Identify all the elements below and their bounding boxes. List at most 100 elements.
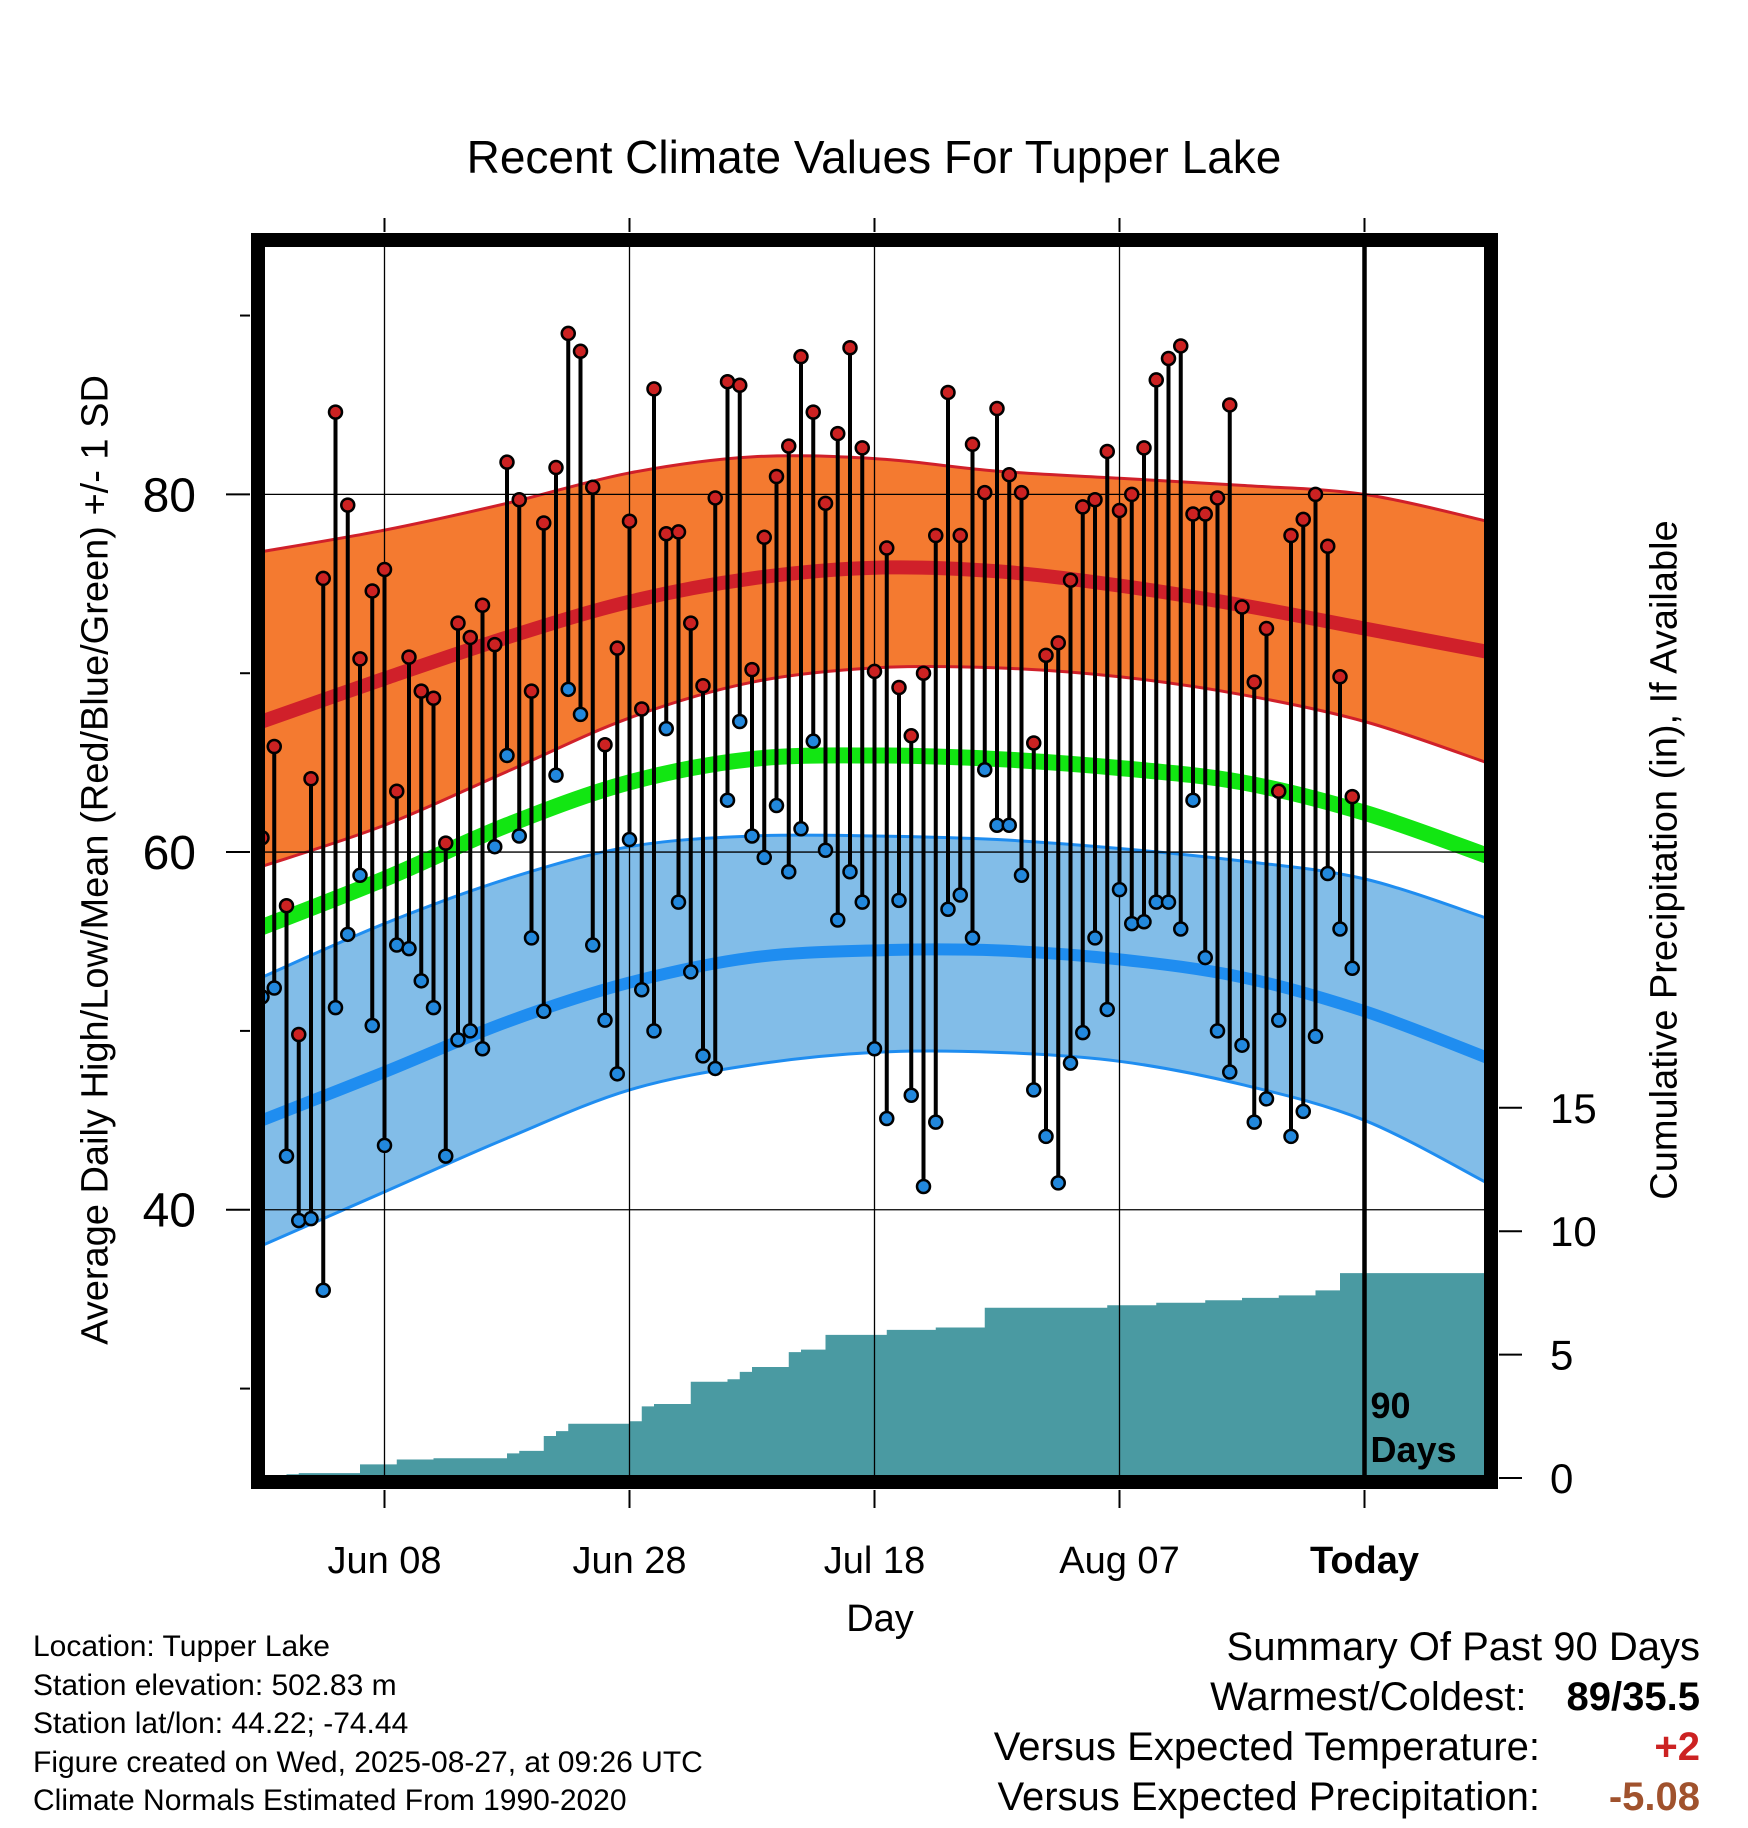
low-point xyxy=(879,1110,895,1127)
high-point xyxy=(1062,572,1079,588)
axis-ticks: Jun 08 Jun 28 Jul 18 Aug 07 Today 40 60 80 0 5 10 1… xyxy=(143,218,1597,1582)
high-point xyxy=(1038,647,1054,664)
high-point xyxy=(1160,350,1177,367)
high-point xyxy=(401,649,417,665)
high-point xyxy=(536,515,552,531)
high-point xyxy=(1344,788,1360,805)
y-left-tick-label: 40 xyxy=(143,1185,196,1238)
high-point xyxy=(793,348,809,365)
high-point xyxy=(572,343,589,360)
plot-border xyxy=(251,233,1498,1489)
high-point xyxy=(658,525,674,542)
high-point xyxy=(597,737,613,753)
meta-created: Figure created on Wed, 2025-08-27, at 09… xyxy=(33,1745,703,1779)
high-point xyxy=(903,728,919,744)
high-point xyxy=(621,513,638,529)
low-point xyxy=(315,1282,331,1298)
high-point xyxy=(364,583,380,599)
low-point xyxy=(1001,817,1017,833)
x-tick-label: Today xyxy=(1310,1540,1419,1582)
low-point xyxy=(1246,1114,1262,1130)
x-tick-label: Jun 08 xyxy=(327,1540,441,1582)
high-point xyxy=(1124,486,1140,503)
vs-temp-value: +2 xyxy=(1654,1725,1700,1769)
high-point xyxy=(450,615,466,631)
today-label: Days xyxy=(1371,1429,1457,1470)
low-point xyxy=(536,1003,552,1019)
low-point xyxy=(1271,1012,1287,1028)
low-point xyxy=(732,713,748,730)
chart-title: Recent Climate Values For Tupper Lake xyxy=(466,131,1282,183)
low-point xyxy=(266,980,282,996)
high-point xyxy=(1332,669,1348,685)
low-point xyxy=(854,894,870,910)
low-point xyxy=(793,821,809,837)
high-point xyxy=(1283,527,1299,544)
y-left-tick-label: 80 xyxy=(143,469,196,522)
high-point xyxy=(940,384,956,401)
summary-precip-row: Versus Expected Precipitation: -5.08 xyxy=(994,1772,1700,1822)
high-point xyxy=(1197,506,1213,522)
summary-temp-row: Versus Expected Temperature: +2 xyxy=(994,1722,1700,1772)
low-point xyxy=(1062,1055,1079,1071)
high-point xyxy=(805,404,821,420)
low-point xyxy=(291,1212,307,1229)
low-point xyxy=(1050,1175,1066,1191)
today-label: 90 xyxy=(1371,1385,1411,1426)
high-point xyxy=(291,1026,307,1043)
high-point xyxy=(462,629,478,646)
low-point xyxy=(1295,1103,1311,1120)
low-point xyxy=(621,831,638,848)
low-point xyxy=(303,1210,319,1227)
high-point xyxy=(732,377,748,394)
high-point xyxy=(425,690,442,707)
vs-precip-value: -5.08 xyxy=(1608,1775,1700,1819)
high-point xyxy=(1271,783,1287,800)
low-point xyxy=(1160,894,1177,910)
x-tick-label: Jun 28 xyxy=(572,1540,686,1582)
low-point xyxy=(572,706,589,723)
x-axis-label: Day xyxy=(846,1598,914,1640)
high-point xyxy=(707,490,723,506)
low-point xyxy=(1307,1028,1324,1045)
low-point xyxy=(670,894,687,910)
y-right-tick-label: 15 xyxy=(1550,1085,1597,1132)
high-point xyxy=(1295,511,1311,528)
high-point xyxy=(1307,486,1324,503)
high-point xyxy=(670,524,687,540)
high-point xyxy=(854,440,870,456)
vs-precip-label: Versus Expected Precipitation: xyxy=(997,1775,1540,1819)
high-point xyxy=(511,491,527,508)
high-point xyxy=(340,497,356,513)
high-point xyxy=(768,468,785,485)
low-point xyxy=(1124,915,1140,932)
low-point xyxy=(977,762,993,778)
low-point xyxy=(425,999,442,1016)
low-point xyxy=(1173,921,1189,937)
high-point xyxy=(1234,599,1250,615)
low-point xyxy=(1038,1128,1054,1145)
low-point xyxy=(719,792,736,808)
x-tick-label: Jul 18 xyxy=(824,1540,925,1582)
low-point xyxy=(511,828,527,844)
high-point xyxy=(1099,443,1115,460)
summary-heading: Summary Of Past 90 Days xyxy=(1226,1625,1700,1669)
low-point xyxy=(768,797,785,814)
low-point xyxy=(634,982,650,998)
high-point xyxy=(1075,499,1091,515)
y-axis-left-label: Average Daily High/Low/Mean (Red/Blue/Gr… xyxy=(74,375,117,1345)
warmest-coldest-label: Warmest/Coldest: xyxy=(1210,1675,1527,1719)
high-point xyxy=(683,615,699,631)
high-point xyxy=(842,339,858,356)
low-point xyxy=(1283,1128,1299,1145)
summary-warmest-row: Warmest/Coldest: 89/35.5 xyxy=(994,1672,1700,1722)
precip-area xyxy=(286,1273,1487,1478)
low-point xyxy=(1136,914,1152,930)
low-point xyxy=(695,1048,711,1064)
high-point xyxy=(1050,635,1066,651)
high-point xyxy=(266,738,282,755)
high-point xyxy=(964,436,981,453)
high-point xyxy=(499,454,515,470)
high-point xyxy=(891,679,907,696)
